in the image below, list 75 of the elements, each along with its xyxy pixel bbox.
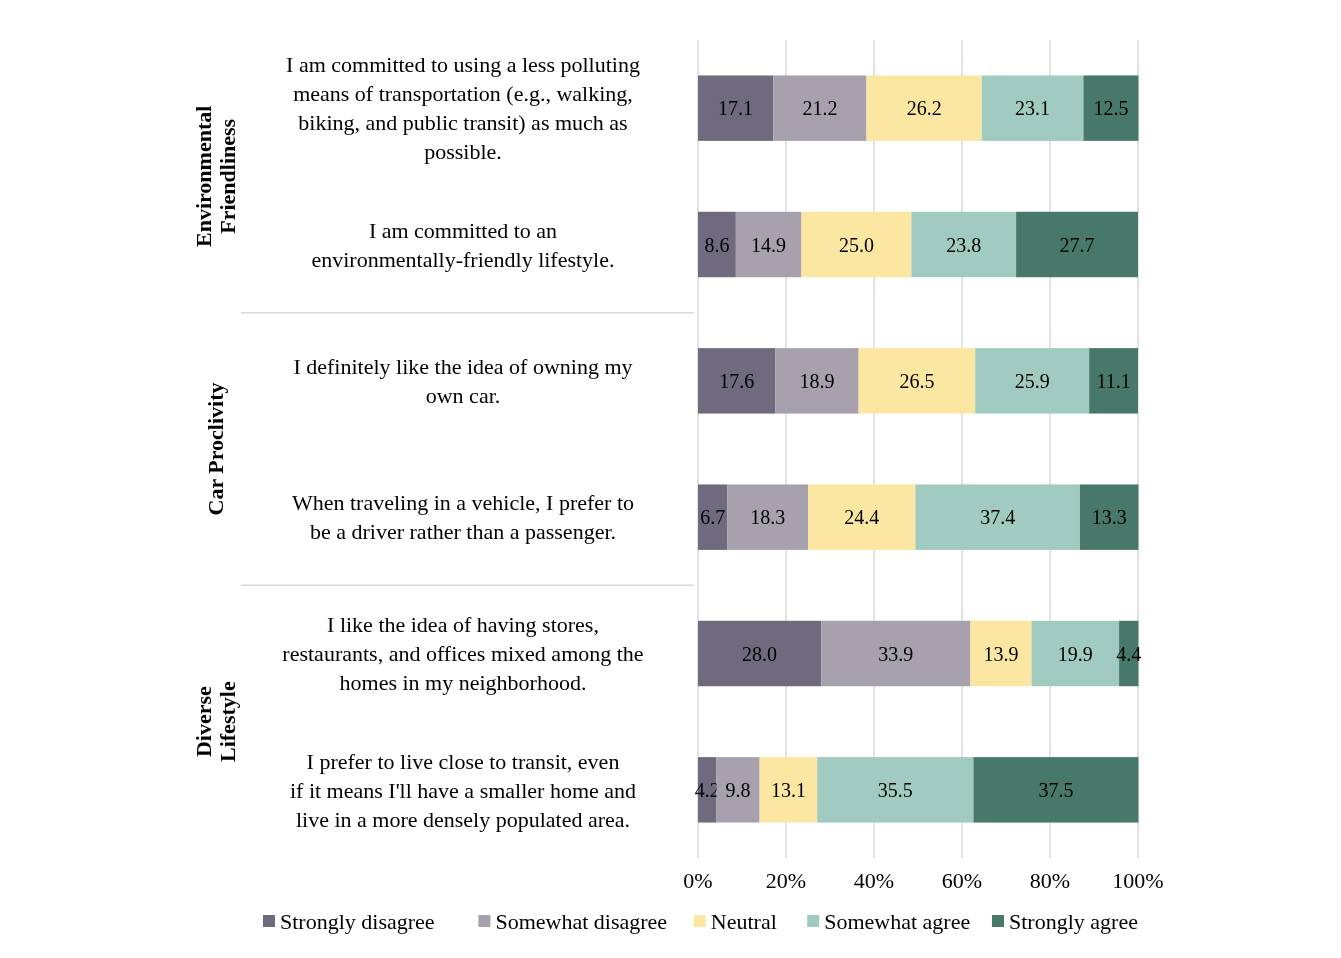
data-label: 13.3	[1091, 506, 1127, 529]
legend-label: Somewhat agree	[824, 908, 971, 934]
bar	[808, 484, 916, 550]
data-label: 9.8	[725, 778, 751, 801]
bar	[858, 348, 976, 414]
data-label: 18.3	[750, 506, 786, 529]
data-label: 37.4	[980, 506, 1016, 529]
x-tick-label: 60%	[941, 868, 983, 893]
bar	[866, 75, 982, 141]
bar	[1079, 484, 1139, 550]
bar	[970, 620, 1032, 687]
data-label: 26.2	[906, 97, 942, 120]
data-label: 37.5	[1038, 778, 1074, 801]
data-label: 23.1	[1015, 97, 1051, 120]
bar	[727, 484, 808, 550]
legend-label: Neutral	[710, 908, 777, 934]
bar	[801, 211, 912, 278]
y-tick-label: When traveling in a vehicle, I prefer to be a driver rather than a passenger.	[291, 490, 635, 545]
x-tick-label: 40%	[853, 868, 895, 893]
bar	[1089, 348, 1138, 414]
y-tick-label: I am committed to an environmentally-friendly lifestyle.	[311, 217, 615, 272]
bar	[975, 348, 1090, 414]
data-label: 17.6	[719, 369, 755, 392]
data-label: 19.9	[1057, 642, 1093, 665]
text: Diverse Lifestyle	[191, 681, 240, 762]
y-tick-label: I definitely like the idea of owning my own car.	[293, 354, 633, 409]
data-label: 17.1	[718, 97, 754, 120]
legend-label: Somewhat disagree	[495, 908, 668, 934]
data-label: 33.9	[878, 642, 914, 665]
bar	[759, 757, 818, 823]
text: Environmental Friendliness	[191, 105, 240, 248]
legend-label: Strongly disagree	[280, 908, 435, 934]
bar	[698, 211, 736, 278]
bar	[821, 620, 971, 687]
data-label: 25.0	[838, 233, 874, 256]
bar	[735, 211, 802, 278]
text: Car Proclivity	[203, 382, 228, 516]
bar	[1016, 211, 1138, 278]
data-label: 26.5	[899, 369, 935, 392]
data-label: 21.2	[802, 97, 838, 120]
bar	[698, 620, 822, 687]
data-label: 13.9	[983, 642, 1019, 665]
bar	[981, 75, 1084, 141]
bar	[915, 484, 1080, 550]
data-label: 13.1	[770, 778, 806, 801]
bar	[698, 484, 728, 550]
bar	[698, 75, 774, 141]
data-label: 14.9	[751, 233, 787, 256]
y-tick-label: I like the idea of having stores, restaurants, and offices mixed among the homes in my neighborhood.	[282, 612, 644, 696]
data-label: 28.0	[742, 642, 778, 665]
bar	[775, 348, 859, 414]
y-tick-label: I prefer to live close to transit, even if it means I'll have a smaller home and live in a more densely populated area.	[289, 748, 637, 832]
bar	[716, 757, 760, 823]
x-tick-label: 100%	[1112, 868, 1164, 893]
data-label: 8.6	[704, 233, 730, 256]
y-tick-label: I am committed to using a less polluting means of transportation (e.g., walking, biking, and public transit) as much as possible.	[286, 52, 640, 165]
legend-label: Strongly agree	[1009, 908, 1138, 934]
bar	[1083, 75, 1139, 141]
bar	[911, 211, 1017, 278]
data-label: 24.4	[844, 506, 880, 529]
x-tick-label: 0%	[683, 868, 713, 893]
bar	[973, 757, 1139, 823]
data-label: 6.7	[700, 506, 726, 529]
data-label: 11.1	[1096, 369, 1131, 392]
x-tick-label: 20%	[765, 868, 807, 893]
bar	[698, 348, 776, 414]
data-label: 25.9	[1014, 369, 1050, 392]
bar	[773, 75, 867, 141]
data-label: 23.8	[946, 233, 982, 256]
bar	[817, 757, 974, 823]
data-label: 35.5	[877, 778, 913, 801]
data-label: 12.5	[1093, 97, 1129, 120]
data-label: 18.9	[799, 369, 835, 392]
data-label: 27.7	[1059, 233, 1095, 256]
x-tick-label: 80%	[1029, 868, 1071, 893]
